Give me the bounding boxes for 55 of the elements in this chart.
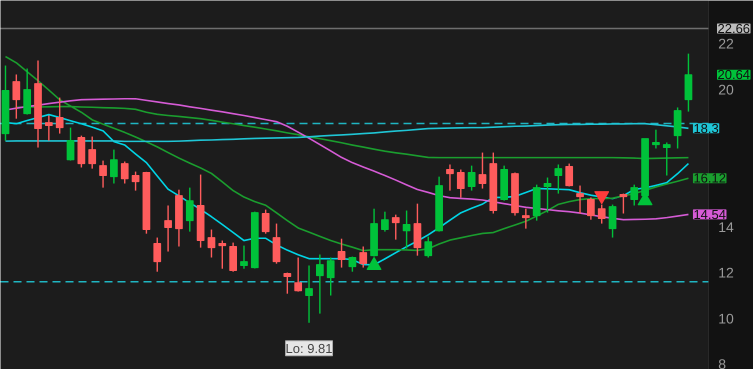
candlestick	[305, 264, 313, 324]
candlestick	[554, 164, 562, 194]
candlestick	[12, 74, 20, 120]
candlestick	[544, 176, 552, 214]
candlestick	[359, 246, 368, 268]
candlestick	[218, 240, 226, 270]
candlestick	[132, 170, 140, 192]
ref-line-label: 22.66	[718, 20, 750, 36]
candlestick	[620, 192, 628, 214]
candlestick	[381, 210, 389, 232]
candlestick	[576, 184, 584, 214]
candlestick	[424, 236, 432, 258]
text: 20.64	[718, 67, 750, 82]
candlestick	[662, 142, 671, 176]
y-tick-label: 12	[718, 264, 734, 281]
data-label: 18.3	[693, 120, 719, 136]
candlestick	[587, 196, 595, 220]
candlestick	[164, 204, 172, 252]
annotation: Lo: 9.81	[286, 340, 333, 356]
candlestick	[402, 210, 410, 250]
candlestick	[348, 256, 356, 272]
data-label: 16.12	[693, 170, 726, 186]
candlestick	[630, 184, 638, 206]
candlestick	[262, 208, 270, 234]
y-tick-label: 20	[718, 81, 734, 98]
candlestick	[338, 238, 346, 268]
candlestick	[99, 160, 107, 188]
candlestick	[56, 96, 64, 134]
candlestick	[478, 152, 486, 190]
candlestick	[522, 208, 530, 230]
y-tick-label: 10	[718, 310, 734, 326]
candlestick	[110, 148, 118, 184]
candlestick	[88, 136, 96, 170]
candlestick	[446, 164, 454, 192]
data-label: 14.54	[693, 206, 726, 222]
y-tick-label: 22	[718, 36, 734, 52]
candlestick	[608, 204, 616, 238]
y-tick-label: 8	[718, 356, 726, 369]
candlestick	[208, 228, 216, 258]
candlestick	[468, 164, 476, 192]
candlestick	[456, 168, 465, 198]
candlestick	[66, 126, 74, 162]
candlestick	[316, 254, 324, 314]
candlestick	[153, 236, 162, 272]
candlestick	[240, 244, 248, 270]
candlestick	[392, 214, 400, 240]
candlestick	[186, 186, 194, 232]
candlestick	[598, 204, 606, 224]
candlestick	[283, 272, 292, 294]
candlestick	[294, 256, 302, 292]
candlestick	[652, 128, 660, 150]
candlestick	[565, 162, 574, 188]
candlestick	[326, 256, 335, 296]
candlestick	[120, 160, 129, 184]
candlestick	[44, 114, 53, 142]
